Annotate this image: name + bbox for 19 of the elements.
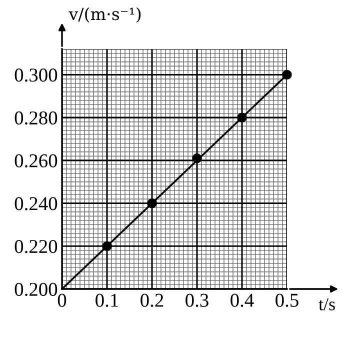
point <box>102 241 112 252</box>
y-axis-title: v/(m·s⁻¹) <box>68 7 141 23</box>
y-tick-label: 0.240 <box>14 197 58 210</box>
y-tick-label: 0.280 <box>14 111 58 125</box>
x-tick-label: 0.1 <box>96 294 118 307</box>
x-tick-label: 0.4 <box>230 294 254 307</box>
y-tick-label: 0.300 <box>14 68 58 82</box>
point <box>282 70 292 80</box>
point <box>192 153 202 164</box>
y-tick-label: 0.200 <box>14 282 58 296</box>
point <box>147 198 157 208</box>
point <box>237 112 247 122</box>
x-tick-label: 0 <box>58 294 66 307</box>
x-axis-title: t/s <box>318 298 335 310</box>
y-tick-label: 0.260 <box>14 154 58 168</box>
y-tick-label: 0.220 <box>14 240 58 254</box>
x-tick-label: 0.2 <box>140 294 164 307</box>
x-tick-label: 0.3 <box>186 294 208 307</box>
x-tick-label: 0.5 <box>276 294 298 307</box>
